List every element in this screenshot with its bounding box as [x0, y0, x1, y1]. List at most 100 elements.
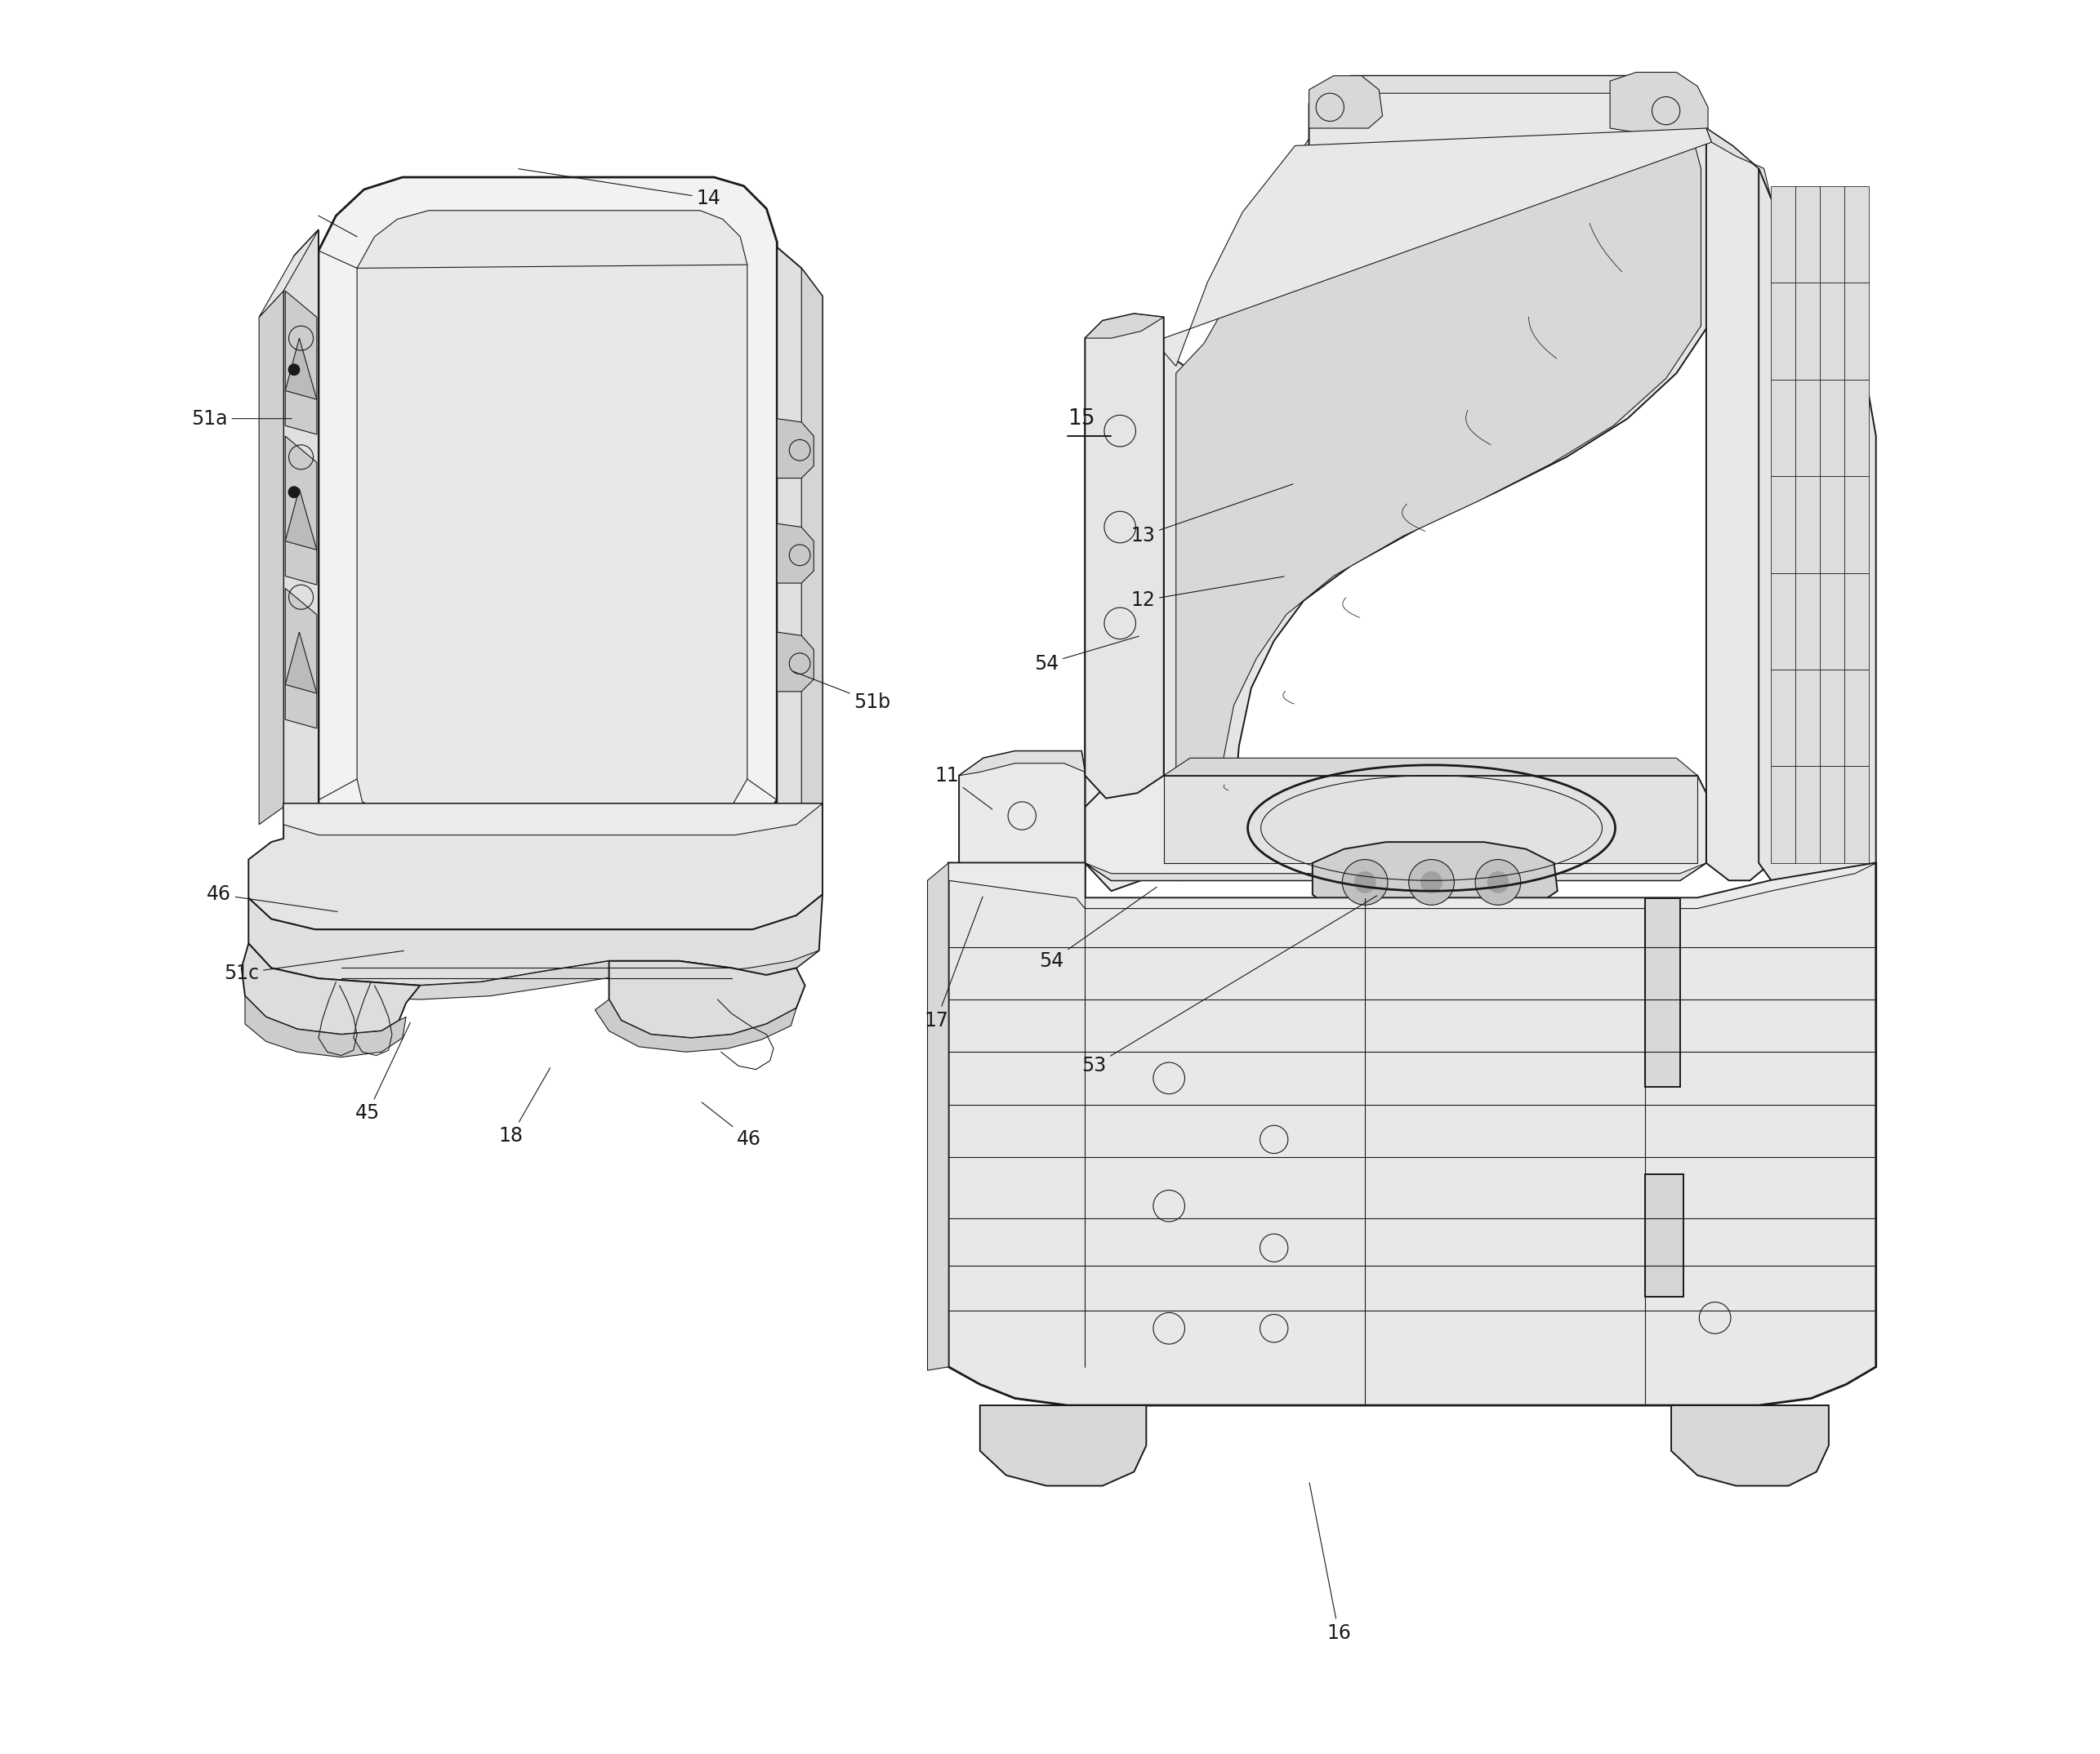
Polygon shape: [1312, 842, 1558, 916]
Polygon shape: [1163, 128, 1711, 367]
Polygon shape: [1821, 475, 1844, 574]
Polygon shape: [286, 588, 317, 728]
Circle shape: [1409, 859, 1453, 905]
Polygon shape: [1770, 766, 1796, 863]
Polygon shape: [1672, 1405, 1829, 1486]
Polygon shape: [286, 291, 317, 435]
Polygon shape: [1770, 379, 1796, 475]
Polygon shape: [1086, 314, 1163, 798]
Text: 53: 53: [1082, 896, 1378, 1075]
Text: 18: 18: [500, 1068, 550, 1145]
Polygon shape: [284, 803, 823, 835]
Polygon shape: [777, 524, 815, 582]
Text: 51b: 51b: [794, 672, 890, 712]
Text: 15: 15: [1067, 409, 1094, 430]
Polygon shape: [1770, 282, 1796, 379]
Text: 51a: 51a: [191, 409, 292, 428]
Polygon shape: [960, 751, 1086, 775]
Polygon shape: [319, 807, 777, 838]
Polygon shape: [1796, 379, 1821, 475]
Polygon shape: [1796, 574, 1821, 670]
Circle shape: [290, 488, 300, 498]
Polygon shape: [1844, 574, 1869, 670]
Circle shape: [1474, 859, 1520, 905]
Polygon shape: [1163, 775, 1697, 863]
Text: 16: 16: [1310, 1482, 1350, 1642]
Text: 54: 54: [1040, 888, 1157, 970]
Polygon shape: [1821, 574, 1844, 670]
Circle shape: [1354, 872, 1376, 893]
Polygon shape: [1644, 898, 1680, 1087]
Polygon shape: [1644, 1175, 1684, 1296]
Polygon shape: [949, 863, 1875, 909]
Polygon shape: [246, 996, 405, 1058]
Polygon shape: [1308, 75, 1691, 103]
Polygon shape: [609, 961, 804, 1038]
Circle shape: [290, 365, 300, 375]
Polygon shape: [1821, 282, 1844, 379]
Polygon shape: [1308, 75, 1382, 128]
Polygon shape: [1844, 379, 1869, 475]
Polygon shape: [594, 1000, 796, 1052]
Polygon shape: [1770, 574, 1796, 670]
Polygon shape: [1821, 766, 1844, 863]
Circle shape: [1487, 872, 1508, 893]
Polygon shape: [1844, 282, 1869, 379]
Text: 54: 54: [1033, 637, 1138, 674]
Polygon shape: [1844, 766, 1869, 863]
Polygon shape: [1705, 128, 1770, 198]
Polygon shape: [286, 437, 317, 584]
Polygon shape: [286, 339, 317, 400]
Polygon shape: [1821, 379, 1844, 475]
Polygon shape: [258, 230, 319, 317]
Text: 17: 17: [924, 896, 983, 1030]
Polygon shape: [777, 419, 815, 479]
Polygon shape: [1086, 863, 1705, 881]
Circle shape: [1342, 859, 1388, 905]
Polygon shape: [981, 1405, 1147, 1486]
Text: 14: 14: [519, 168, 720, 209]
Polygon shape: [248, 895, 823, 986]
Polygon shape: [1176, 111, 1701, 866]
Polygon shape: [1705, 128, 1770, 881]
Circle shape: [1422, 872, 1443, 893]
Polygon shape: [248, 803, 823, 930]
Polygon shape: [1770, 186, 1796, 282]
Text: 13: 13: [1130, 484, 1294, 545]
Polygon shape: [1796, 282, 1821, 379]
Polygon shape: [777, 631, 815, 691]
Polygon shape: [286, 631, 317, 693]
Text: 51c: 51c: [225, 951, 403, 982]
Polygon shape: [319, 177, 777, 838]
Polygon shape: [258, 291, 284, 824]
Text: 46: 46: [206, 884, 338, 912]
Polygon shape: [777, 247, 823, 821]
Polygon shape: [1821, 186, 1844, 282]
Polygon shape: [802, 268, 823, 821]
Polygon shape: [1821, 670, 1844, 766]
Polygon shape: [1086, 353, 1191, 423]
Polygon shape: [286, 489, 317, 549]
Polygon shape: [1796, 670, 1821, 766]
Polygon shape: [1844, 670, 1869, 766]
Polygon shape: [1086, 353, 1163, 891]
Polygon shape: [1796, 475, 1821, 574]
Polygon shape: [1758, 168, 1875, 895]
Text: 12: 12: [1130, 577, 1283, 610]
Polygon shape: [1086, 314, 1163, 339]
Polygon shape: [1844, 475, 1869, 574]
Polygon shape: [284, 230, 319, 816]
Polygon shape: [1163, 758, 1697, 775]
Polygon shape: [248, 944, 819, 1000]
Polygon shape: [928, 863, 949, 1370]
Polygon shape: [1796, 186, 1821, 282]
Polygon shape: [1844, 186, 1869, 282]
Polygon shape: [1611, 72, 1707, 139]
Text: 45: 45: [355, 1023, 410, 1123]
Polygon shape: [1163, 103, 1711, 881]
Polygon shape: [949, 863, 1875, 1405]
Text: 46: 46: [701, 1102, 762, 1149]
Text: 11: 11: [934, 766, 991, 809]
Polygon shape: [242, 944, 420, 1035]
Polygon shape: [1086, 775, 1705, 881]
